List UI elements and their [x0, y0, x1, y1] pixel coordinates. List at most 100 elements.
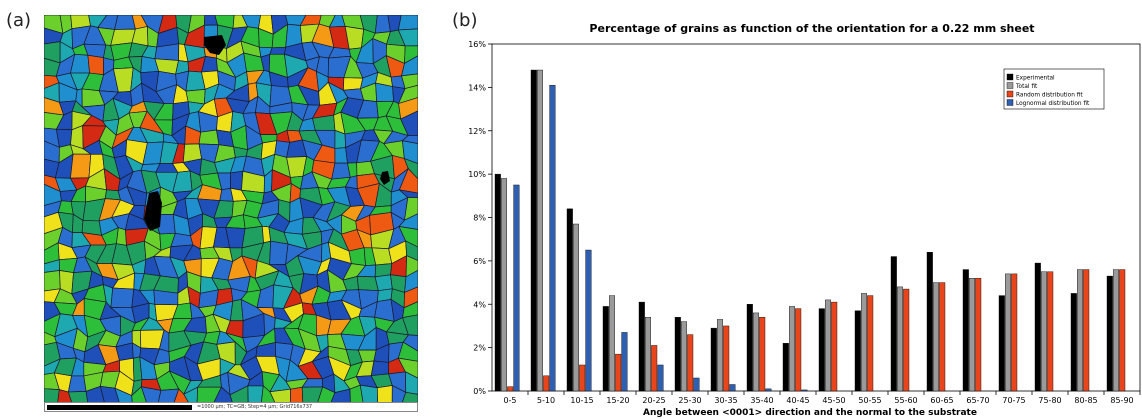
bar: [693, 377, 700, 392]
bar: [566, 208, 573, 392]
x-tick-label: 55-60: [894, 396, 917, 405]
bar: [1047, 271, 1054, 392]
bar: [890, 256, 897, 392]
bar: [861, 293, 868, 392]
y-tick-label: 2%: [473, 344, 486, 353]
bar: [975, 278, 982, 392]
bar: [549, 85, 556, 392]
bar: [818, 308, 825, 392]
grain: [260, 385, 277, 405]
bar: [789, 306, 796, 392]
bar: [1034, 262, 1041, 392]
bar: [638, 301, 645, 392]
grain: [405, 371, 418, 395]
bar: [651, 345, 658, 392]
grain: [44, 388, 60, 405]
grain: [114, 15, 136, 30]
grain: [398, 167, 418, 194]
chart-title: Percentage of grains as function of the …: [589, 22, 1034, 35]
grain: [87, 54, 104, 76]
legend-box: [1003, 68, 1105, 110]
grain: [400, 110, 418, 136]
x-tick-label: 0-5: [503, 396, 516, 405]
y-tick-label: 0%: [473, 387, 486, 396]
x-tick-label: 80-85: [1074, 396, 1097, 405]
chart-bars: [494, 69, 1126, 392]
grain: [172, 388, 191, 405]
grain: [331, 162, 351, 180]
panel-label-a: (a): [6, 10, 32, 31]
x-tick-label: 70-75: [1002, 396, 1025, 405]
legend-swatch: [1006, 90, 1014, 98]
bar: [926, 251, 933, 392]
ebsd-orientation-map: [44, 15, 418, 405]
bar: [998, 295, 1005, 392]
bar: [765, 388, 772, 392]
bar: [1119, 269, 1126, 392]
bar: [657, 364, 664, 392]
x-tick-label: 25-30: [678, 396, 701, 405]
grain: [397, 28, 418, 47]
bar: [1011, 273, 1018, 392]
grain: [343, 77, 364, 91]
legend-swatch: [1006, 73, 1014, 81]
bar: [602, 306, 609, 392]
grain: [183, 386, 199, 405]
bar: [903, 288, 910, 392]
grain: [99, 385, 121, 405]
grain: [131, 386, 148, 405]
bar: [1070, 293, 1077, 392]
grain: [370, 360, 390, 377]
grain: [110, 287, 135, 309]
grain: [403, 286, 418, 309]
bar: [1106, 275, 1113, 392]
bar: [854, 310, 861, 392]
y-tick-label: 4%: [473, 300, 486, 309]
legend-swatch: [1006, 82, 1014, 89]
x-tick-label: 10-15: [570, 396, 593, 405]
bar: [795, 308, 802, 392]
grain: [269, 46, 287, 55]
bar: [680, 321, 687, 392]
bar: [710, 327, 717, 392]
x-tick-label: 65-70: [966, 396, 989, 405]
grain: [44, 270, 61, 292]
bar: [897, 286, 904, 392]
grain: [398, 15, 418, 31]
bar-chart: Percentage of grains as function of the …: [468, 22, 1141, 418]
x-tick-label: 45-50: [822, 396, 845, 405]
legend-label: Total fit: [1015, 84, 1038, 90]
grain: [405, 240, 418, 261]
bar: [543, 375, 550, 392]
grain: [374, 274, 393, 292]
bar: [644, 317, 651, 392]
x-tick-label: 75-80: [1038, 396, 1061, 405]
grain: [229, 385, 249, 405]
bar: [969, 278, 976, 392]
grain: [269, 388, 291, 405]
bar: [621, 332, 628, 392]
y-tick-label: 12%: [468, 127, 486, 136]
x-tick-label: 30-35: [714, 396, 737, 405]
scale-bar-fill: [47, 405, 192, 410]
grain: [401, 135, 418, 144]
x-axis-label: Angle between <0001> direction and the n…: [643, 408, 977, 418]
bar: [729, 384, 736, 392]
bar: [717, 319, 724, 392]
grain: [401, 55, 418, 77]
grain-map-svg: [44, 15, 418, 405]
bar: [746, 304, 753, 392]
bar: [501, 178, 508, 392]
grain: [329, 388, 351, 405]
grain: [348, 247, 366, 266]
bar: [674, 317, 681, 392]
bar: [513, 184, 520, 392]
grain: [398, 226, 418, 248]
grain: [404, 45, 418, 65]
grain: [402, 314, 418, 336]
bar: [759, 317, 766, 392]
bar: [1113, 269, 1120, 392]
bar: [801, 389, 808, 392]
unindexed-region: [380, 171, 390, 185]
bar: [615, 353, 622, 392]
